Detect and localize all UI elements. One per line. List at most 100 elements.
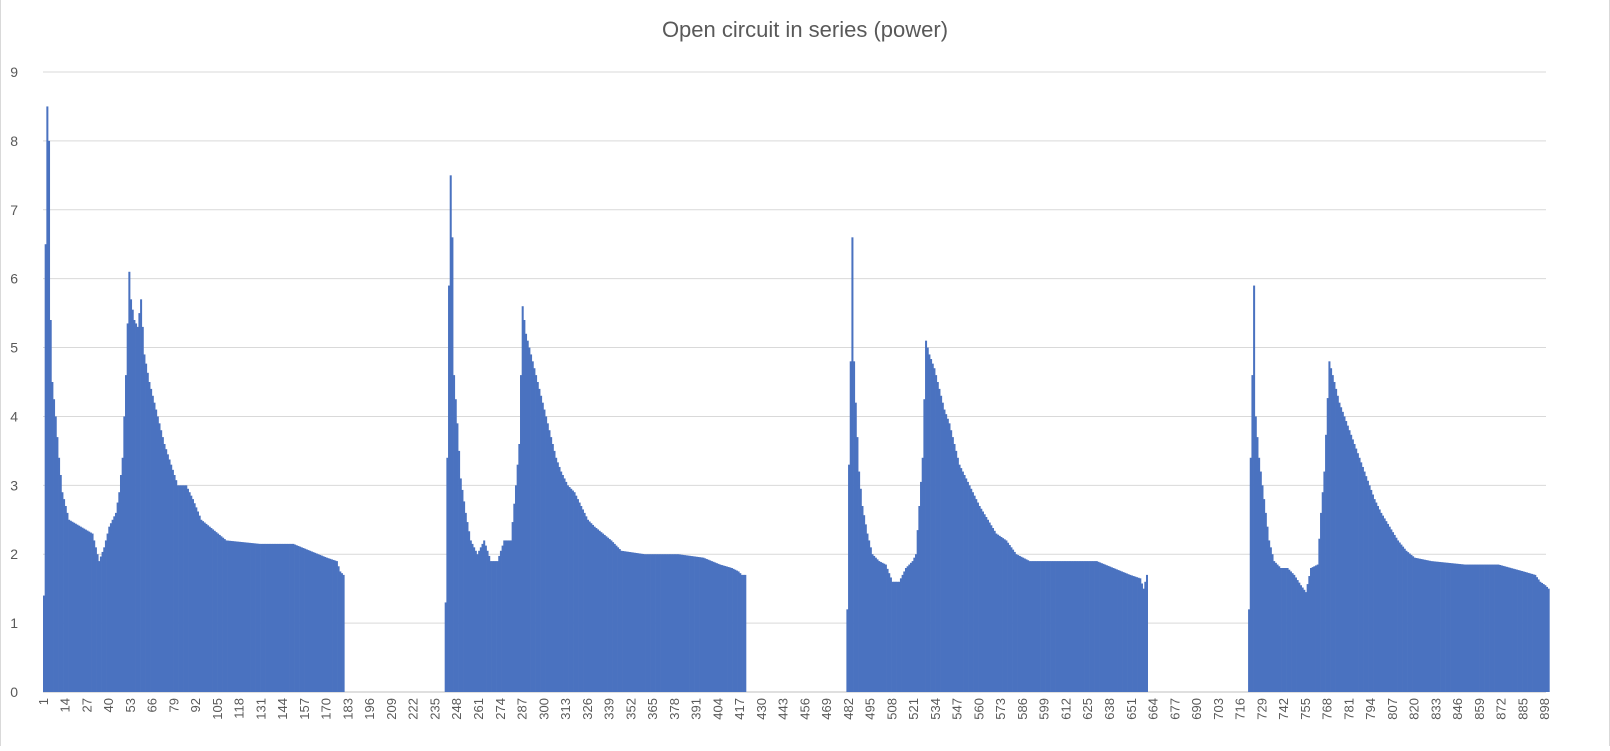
x-tick-label: 391 [689,698,704,720]
bar [51,382,54,692]
bar [903,571,906,692]
bar [1048,561,1051,692]
bar [319,554,322,692]
bar [858,471,861,692]
bar [581,509,584,692]
bar [637,553,640,692]
bar [53,399,56,692]
bar [464,512,467,692]
bar [454,399,457,692]
bar [976,502,979,692]
bar [456,423,459,692]
bar [1310,568,1313,692]
bar [150,388,153,692]
bar [262,543,265,692]
bar [990,525,993,692]
bar [1380,512,1383,692]
bar [970,488,973,692]
bar [1316,564,1319,692]
bar [520,375,523,692]
x-tick-label: 1 [36,698,51,705]
bar [978,506,981,692]
bar [1333,382,1336,692]
bar [1288,569,1291,692]
bar [1458,564,1461,692]
bar [1007,542,1010,692]
bar [213,530,216,692]
bar [242,542,245,692]
bar [928,354,931,692]
bar [268,543,271,692]
bar [894,581,897,692]
bar [1089,561,1092,692]
bar [1453,563,1456,692]
bar [1346,425,1349,692]
x-tick-label: 92 [188,698,203,712]
bar [180,485,183,692]
bar [888,573,891,692]
bar [896,581,899,692]
bar [1248,609,1251,692]
bar [946,418,949,692]
bar [940,395,943,692]
bar [697,556,700,692]
bar [486,550,489,692]
bar [1499,565,1502,692]
bar [459,478,462,692]
bar [1373,499,1376,692]
bar [491,561,494,692]
bar [727,567,730,692]
bar [309,550,312,692]
bar [263,543,266,692]
bar [83,528,86,692]
bar [1067,561,1070,692]
x-tick-label: 625 [1080,698,1095,720]
bar [106,533,109,692]
x-tick-label: 339 [602,698,617,720]
x-tick-label: 599 [1037,698,1052,720]
bar [1371,494,1374,692]
bar [136,326,139,692]
bar [695,556,698,692]
x-tick-label: 456 [797,698,812,720]
bar [714,562,717,692]
bar [555,457,558,692]
bar [63,499,66,692]
bar [657,554,660,692]
bar [538,388,541,692]
bar [643,554,646,692]
bar [1477,564,1480,692]
bar [1273,561,1276,692]
bar [275,543,278,692]
bar [1298,582,1301,692]
bar [1002,538,1005,692]
bar [553,450,556,692]
x-tick-label: 573 [993,698,1008,720]
bar [684,555,687,692]
bar [635,552,638,692]
bar [876,559,879,692]
bar [294,544,297,692]
bar [568,487,571,692]
bar [103,547,106,692]
bar [655,554,658,692]
bar [1534,574,1537,692]
bar [673,554,677,692]
bar [732,568,735,692]
bar [334,560,337,692]
bar [1366,480,1369,692]
x-tick-label: 352 [623,698,638,720]
bar [638,553,641,692]
bar [220,536,223,692]
bar [315,553,318,692]
bar [332,559,335,692]
bar [1515,569,1518,692]
bar [1012,549,1015,692]
bar [1489,564,1492,692]
bar [1253,285,1256,692]
bar [615,545,618,692]
bar [101,551,104,692]
bar [1455,563,1458,692]
bar [1351,439,1354,692]
bar [734,569,737,692]
